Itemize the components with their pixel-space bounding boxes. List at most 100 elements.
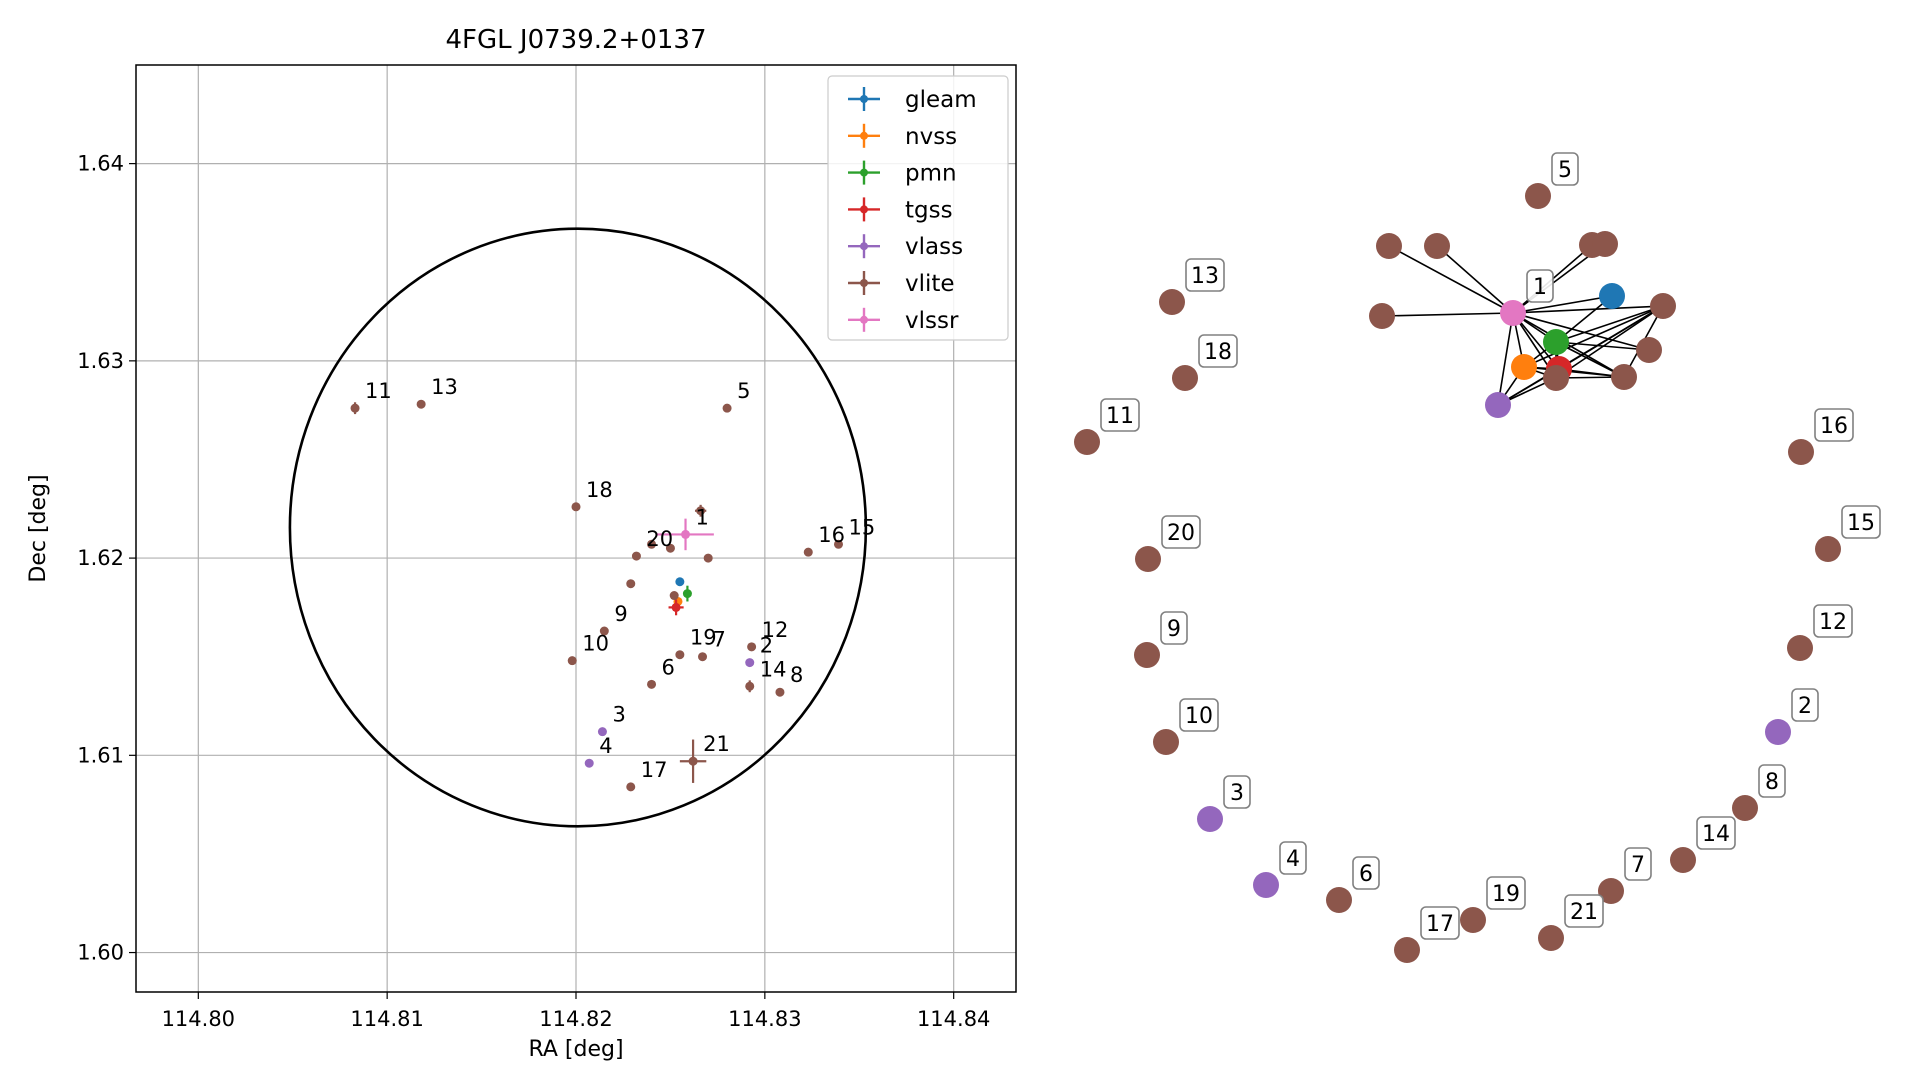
chart-title: 4FGL J0739.2+0137 — [446, 25, 707, 55]
y-tick-label: 1.62 — [77, 546, 124, 570]
network-node-label: 16 — [1814, 408, 1854, 442]
network-node-vlite — [1636, 337, 1662, 363]
network-node-vlass — [1253, 872, 1279, 898]
network-node-vlite — [1611, 364, 1637, 390]
error-ellipse-layer — [288, 227, 868, 828]
label-box — [1624, 847, 1652, 881]
marker — [567, 656, 577, 666]
label-box — [1223, 775, 1251, 809]
legend-label: nvss — [905, 124, 957, 150]
label-text: 10 — [1185, 704, 1213, 729]
label-text: 18 — [1204, 340, 1232, 365]
network-edge — [1436, 245, 1514, 314]
network-node-vlass — [1485, 392, 1511, 418]
legend-label: gleam — [905, 87, 977, 113]
network-edge — [1512, 312, 1650, 351]
data-point-vlite — [694, 504, 707, 517]
sky-position-scatter-plot: 4FGL J0739.2+0137 2 34 5 6 7 8 910 11 12 13 14 1516… — [26, 25, 1017, 1062]
point-label: 4 — [599, 734, 612, 758]
network-node-pmn — [1543, 329, 1569, 355]
marker — [675, 577, 685, 587]
point-label: 21 — [703, 732, 730, 756]
data-point-vlite — [416, 399, 426, 409]
network-node-label: 3 — [1223, 775, 1251, 809]
data-point-vlass — [584, 758, 594, 768]
network-node-label: 18 — [1198, 334, 1238, 368]
network-node-label: 14 — [1696, 816, 1736, 850]
network-edge — [1381, 312, 1514, 317]
point-label: 5 — [737, 379, 750, 403]
data-point-pmn — [682, 585, 692, 602]
label-box — [1551, 152, 1579, 186]
network-edge — [1497, 305, 1664, 406]
data-point-vlite — [675, 650, 685, 660]
marker — [665, 543, 675, 553]
network-node-label: 4 — [1279, 841, 1307, 875]
network-node-vlite — [1538, 925, 1564, 951]
x-tick-label: 114.83 — [728, 1007, 801, 1031]
data-point-vlite — [647, 679, 657, 689]
network-edge — [1512, 295, 1613, 314]
data-point-vlass — [745, 658, 755, 668]
label-text: 6 — [1359, 862, 1373, 887]
legend-entry: vlass — [848, 234, 963, 260]
network-node-vlite — [1460, 907, 1486, 933]
marker — [696, 506, 706, 516]
label-box — [1526, 269, 1554, 303]
network-node-vlite — [1153, 729, 1179, 755]
label-text: 9 — [1167, 617, 1181, 642]
network-node-vlite — [1394, 937, 1420, 963]
data-point-vlite — [665, 543, 675, 553]
marker — [675, 650, 685, 660]
network-node-label: 2 — [1791, 688, 1819, 722]
legend-entry: vlite — [848, 271, 955, 297]
network-nodes — [1074, 183, 1841, 963]
x-tick-label: 114.81 — [350, 1007, 423, 1031]
network-node-vlite — [1592, 231, 1618, 257]
point-label: 15 — [848, 515, 875, 539]
data-point-vlite — [626, 579, 636, 589]
legend-label: tgss — [905, 197, 953, 223]
label-text: 2 — [1798, 694, 1812, 719]
marker — [626, 579, 636, 589]
legend-marker — [860, 168, 868, 177]
legend-marker — [860, 95, 868, 103]
x-tick-label: 114.80 — [162, 1007, 235, 1031]
marker — [745, 658, 755, 668]
point-label: 7 — [713, 628, 726, 652]
point-label: 3 — [612, 703, 625, 727]
label-box — [1161, 515, 1201, 549]
data-point-vlite — [567, 656, 577, 666]
y-axis-label: Dec [deg] — [26, 474, 51, 582]
network-node-label: 17 — [1420, 906, 1460, 940]
legend-marker — [860, 242, 868, 251]
network-node-vlass — [1765, 719, 1791, 745]
data-point-vlite — [350, 402, 360, 415]
legend-label: pmn — [905, 161, 957, 187]
marker — [682, 589, 692, 599]
point-label: 12 — [762, 618, 789, 642]
network-node-vlite — [1326, 887, 1352, 913]
marker — [681, 529, 691, 539]
legend-marker — [860, 205, 868, 214]
label-box — [1814, 408, 1854, 442]
network-node-nvss — [1511, 354, 1537, 380]
network-node-label: 6 — [1352, 856, 1380, 890]
network-node-label: 9 — [1160, 611, 1188, 645]
marker — [698, 652, 708, 662]
label-text: 15 — [1847, 511, 1875, 536]
data-point-vlite — [722, 403, 732, 413]
point-label: 20 — [646, 527, 673, 551]
legend-marker — [860, 131, 868, 140]
network-node-vlite — [1650, 293, 1676, 319]
legend-entry: vlssr — [848, 307, 959, 334]
network-node-label: 19 — [1486, 876, 1526, 910]
legend-entry: tgss — [848, 197, 953, 223]
label-box — [1420, 906, 1460, 940]
legend: gleam nvss pmn tgss vlass vlite vlssr — [827, 75, 1009, 341]
data-point-vlite — [679, 739, 707, 783]
network-node-label: 21 — [1564, 894, 1604, 928]
network-edge — [1512, 305, 1664, 314]
network-node-vlite — [1543, 365, 1569, 391]
